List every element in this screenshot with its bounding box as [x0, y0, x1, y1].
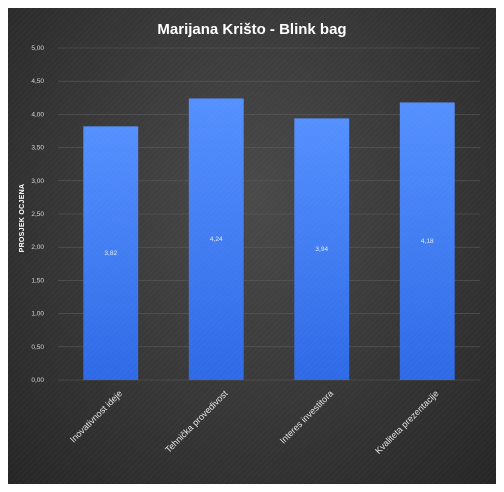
- x-tick-label: Inovativnost ideje: [68, 388, 124, 444]
- chart-title: Marijana Krišto - Blink bag: [157, 21, 346, 38]
- data-label: 4,24: [210, 236, 223, 243]
- y-tick-label: 5,00: [31, 45, 44, 52]
- y-tick-label: 2,00: [31, 244, 44, 251]
- y-tick-label: 3,00: [31, 178, 44, 185]
- bar-chart: Marijana Krišto - Blink bag 0,00 0,50 1,00…: [19, 21, 480, 456]
- data-label: 3,82: [104, 250, 117, 257]
- y-tick-label: 3,50: [31, 145, 44, 152]
- data-label: 3,94: [315, 246, 328, 253]
- bar: [399, 102, 455, 380]
- y-tick-label: 0,00: [31, 377, 44, 384]
- x-tick-label: Kvaliteta prezentacije: [373, 388, 441, 456]
- bars: [83, 98, 455, 381]
- bar: [294, 118, 350, 380]
- x-tick-label: Interes investitora: [278, 388, 335, 445]
- y-tick-label: 1,50: [31, 277, 44, 284]
- y-tick-label: 1,00: [31, 311, 44, 318]
- y-axis-label: PROSJEK OCJENA: [19, 184, 26, 253]
- data-labels: 3,82 4,24 3,94 4,18: [104, 236, 434, 257]
- y-tick-labels: 0,00 0,50 1,00 1,50 2,00 2,50 3,00 3,50 4,00 4,50…: [31, 45, 44, 384]
- bar: [83, 126, 139, 381]
- y-tick-label: 0,50: [31, 344, 44, 351]
- x-tick-label: Tehnička provedivost: [163, 388, 230, 455]
- x-tick-labels: Inovativnost ideje Tehnička provedivost In…: [68, 388, 441, 456]
- bar: [188, 98, 244, 381]
- y-tick-label: 2,50: [31, 211, 44, 218]
- data-label: 4,18: [421, 238, 434, 245]
- y-tick-label: 4,50: [31, 78, 44, 85]
- y-tick-label: 4,00: [31, 111, 44, 118]
- chart-frame: Marijana Krišto - Blink bag 0,00 0,50 1,00…: [8, 8, 496, 484]
